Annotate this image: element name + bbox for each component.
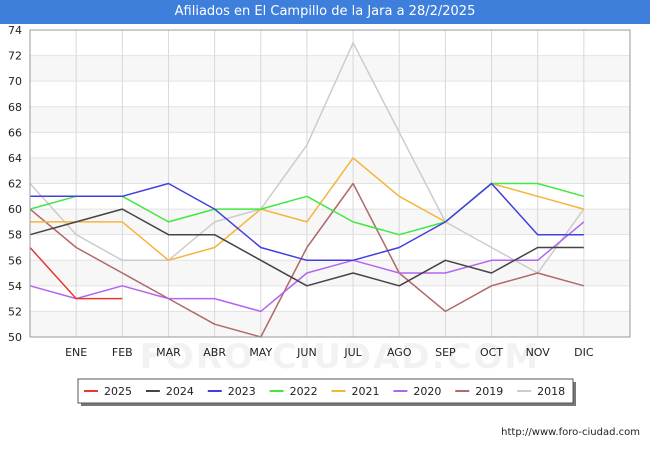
- plot-frame: [29, 29, 631, 338]
- band: [30, 260, 630, 286]
- series-line-2018: [29, 42, 585, 274]
- y-tick-label: 56: [8, 254, 22, 267]
- x-tick-label: MAR: [156, 346, 181, 359]
- band: [30, 106, 630, 133]
- x-tick-label: JUN: [296, 346, 317, 359]
- x-tick-label: SEP: [435, 346, 456, 359]
- band: [30, 55, 630, 82]
- x-tick-label: FEB: [112, 346, 133, 359]
- x-tick-label: ENE: [65, 346, 87, 359]
- x-tick-label: MAY: [249, 346, 272, 359]
- y-tick-label: 72: [8, 50, 22, 63]
- legend-label-2024: 2024: [166, 385, 194, 398]
- y-tick-label: 74: [8, 24, 22, 37]
- series-line-2025: [29, 246, 123, 300]
- y-tick-label: 54: [8, 280, 22, 293]
- x-tick-label: DIC: [574, 346, 594, 359]
- x-tick-label: OCT: [480, 346, 503, 359]
- y-axis-ticks: 50 52 54 56 58 60 62 64 66 68 70 72 74: [8, 24, 22, 344]
- series-line-2019: [29, 182, 585, 338]
- y-tick-label: 64: [8, 152, 22, 165]
- legend-label-2023: 2023: [228, 385, 256, 398]
- band: [30, 157, 630, 184]
- y-tick-label: 52: [8, 305, 22, 318]
- x-tick-label: NOV: [526, 346, 551, 359]
- x-tick-label: AGO: [387, 346, 412, 359]
- legend-label-2018: 2018: [537, 385, 565, 398]
- legend: 2025 2024 2023 2022 2021 2020 2019 2018: [77, 378, 576, 406]
- x-tick-label: ABR: [203, 346, 226, 359]
- y-tick-label: 62: [8, 178, 22, 191]
- chart-title: Afiliados en El Campillo de la Jara a 28…: [0, 0, 650, 24]
- legend-label-2022: 2022: [290, 385, 318, 398]
- series-line-2020: [29, 221, 585, 313]
- y-tick-label: 60: [8, 203, 22, 216]
- watermark: FORO-CIUDAD.COM: [140, 337, 541, 377]
- series-lines: [29, 42, 585, 338]
- background-bands: [30, 55, 630, 337]
- series-line-2023: [30, 182, 584, 262]
- legend-label-2021: 2021: [352, 385, 380, 398]
- source-url: http://www.foro-ciudad.com: [501, 427, 640, 438]
- legend-box: [77, 378, 574, 404]
- series-line-2024: [29, 208, 584, 287]
- y-tick-label: 50: [8, 331, 22, 344]
- legend-label-2019: 2019: [475, 385, 503, 398]
- legend-label-2025: 2025: [104, 385, 132, 398]
- y-tick-label: 68: [8, 101, 22, 114]
- x-tick-label: JUL: [343, 346, 362, 359]
- band: [30, 311, 630, 337]
- x-axis-ticks: ENE FEB MAR ABR MAY JUN JUL AGO SEP OCT NOV DIC: [65, 346, 594, 359]
- y-tick-label: 58: [8, 229, 22, 242]
- y-tick-label: 66: [8, 126, 22, 139]
- legend-label-2020: 2020: [413, 385, 441, 398]
- y-tick-label: 70: [8, 75, 22, 88]
